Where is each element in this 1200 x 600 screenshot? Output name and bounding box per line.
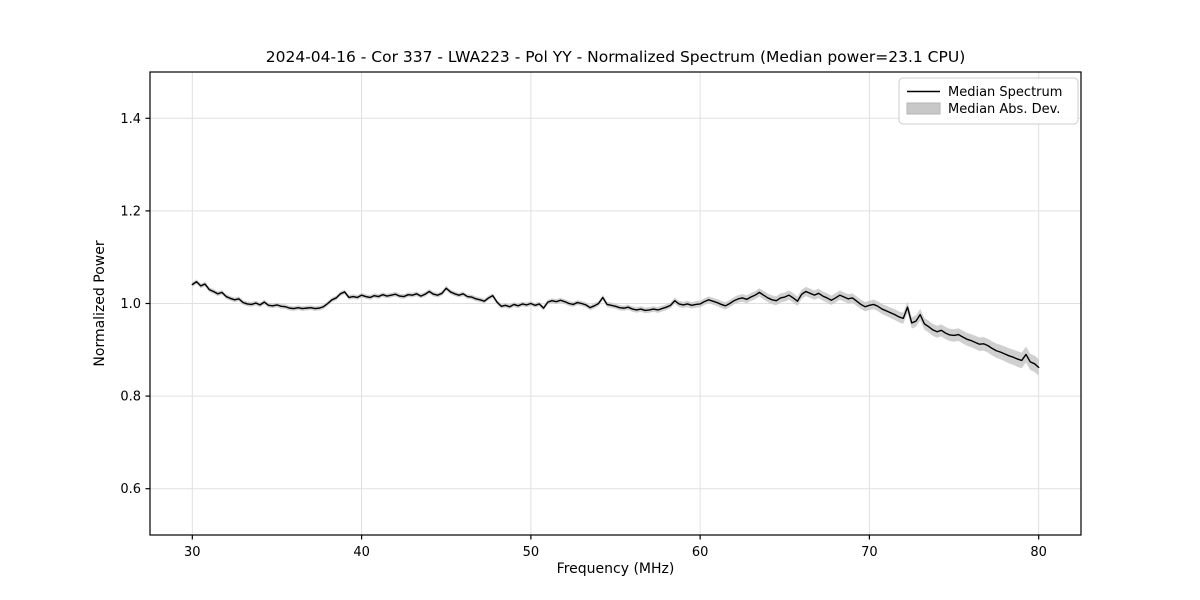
legend-label-median-abs-dev: Median Abs. Dev. [948, 102, 1060, 117]
tick-layer [145, 117, 1040, 540]
x-tick-label: 80 [1030, 545, 1047, 560]
legend-box [898, 77, 1079, 125]
x-tick-label: 70 [861, 545, 878, 560]
y-tick-label: 1.2 [120, 204, 141, 219]
y-axis-label: Normalized Power [92, 240, 108, 366]
x-tick-label: 40 [353, 545, 370, 560]
y-tick-label: 0.6 [120, 482, 141, 497]
y-tick-label: 0.8 [120, 390, 141, 405]
x-tick-label: 60 [692, 545, 709, 560]
median-spectrum-line [191, 281, 1040, 369]
mad-band-layer [192, 279, 1039, 376]
tick-label-layer: 30 40 50 60 70 80 0.6 0.8 1.0 1.2 1.4 [120, 112, 1047, 560]
chart-title: 2024-04-16 - Cor 337 - LWA223 - Pol YY -… [266, 48, 966, 66]
legend-label-median-spectrum: Median Spectrum [948, 85, 1062, 100]
y-tick-label: 1.4 [120, 112, 141, 127]
x-tick-label: 30 [184, 545, 201, 560]
legend: Median Spectrum Median Abs. Dev. [898, 77, 1079, 125]
legend-patch-swatch [906, 102, 941, 115]
x-tick-label: 50 [523, 545, 540, 560]
median-spectrum-layer [191, 281, 1040, 369]
mad-band [192, 279, 1039, 376]
y-tick-label: 1.0 [120, 297, 141, 312]
x-axis-label: Frequency (MHz) [557, 561, 675, 577]
grid-layer [150, 72, 1081, 535]
